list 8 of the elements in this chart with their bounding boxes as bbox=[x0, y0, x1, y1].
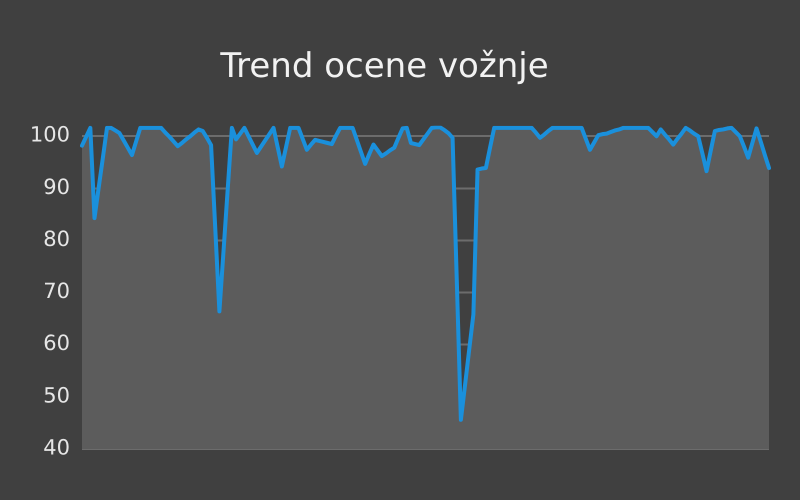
y-tick-label: 80 bbox=[43, 226, 70, 251]
y-tick-label: 90 bbox=[43, 174, 70, 199]
y-tick-label: 50 bbox=[43, 383, 70, 408]
y-tick-label: 60 bbox=[43, 331, 70, 356]
y-tick-label: 100 bbox=[30, 122, 70, 147]
y-tick-label: 70 bbox=[43, 279, 70, 304]
chart-title: Trend ocene vožnje bbox=[219, 46, 549, 86]
y-tick-label: 40 bbox=[43, 435, 70, 460]
